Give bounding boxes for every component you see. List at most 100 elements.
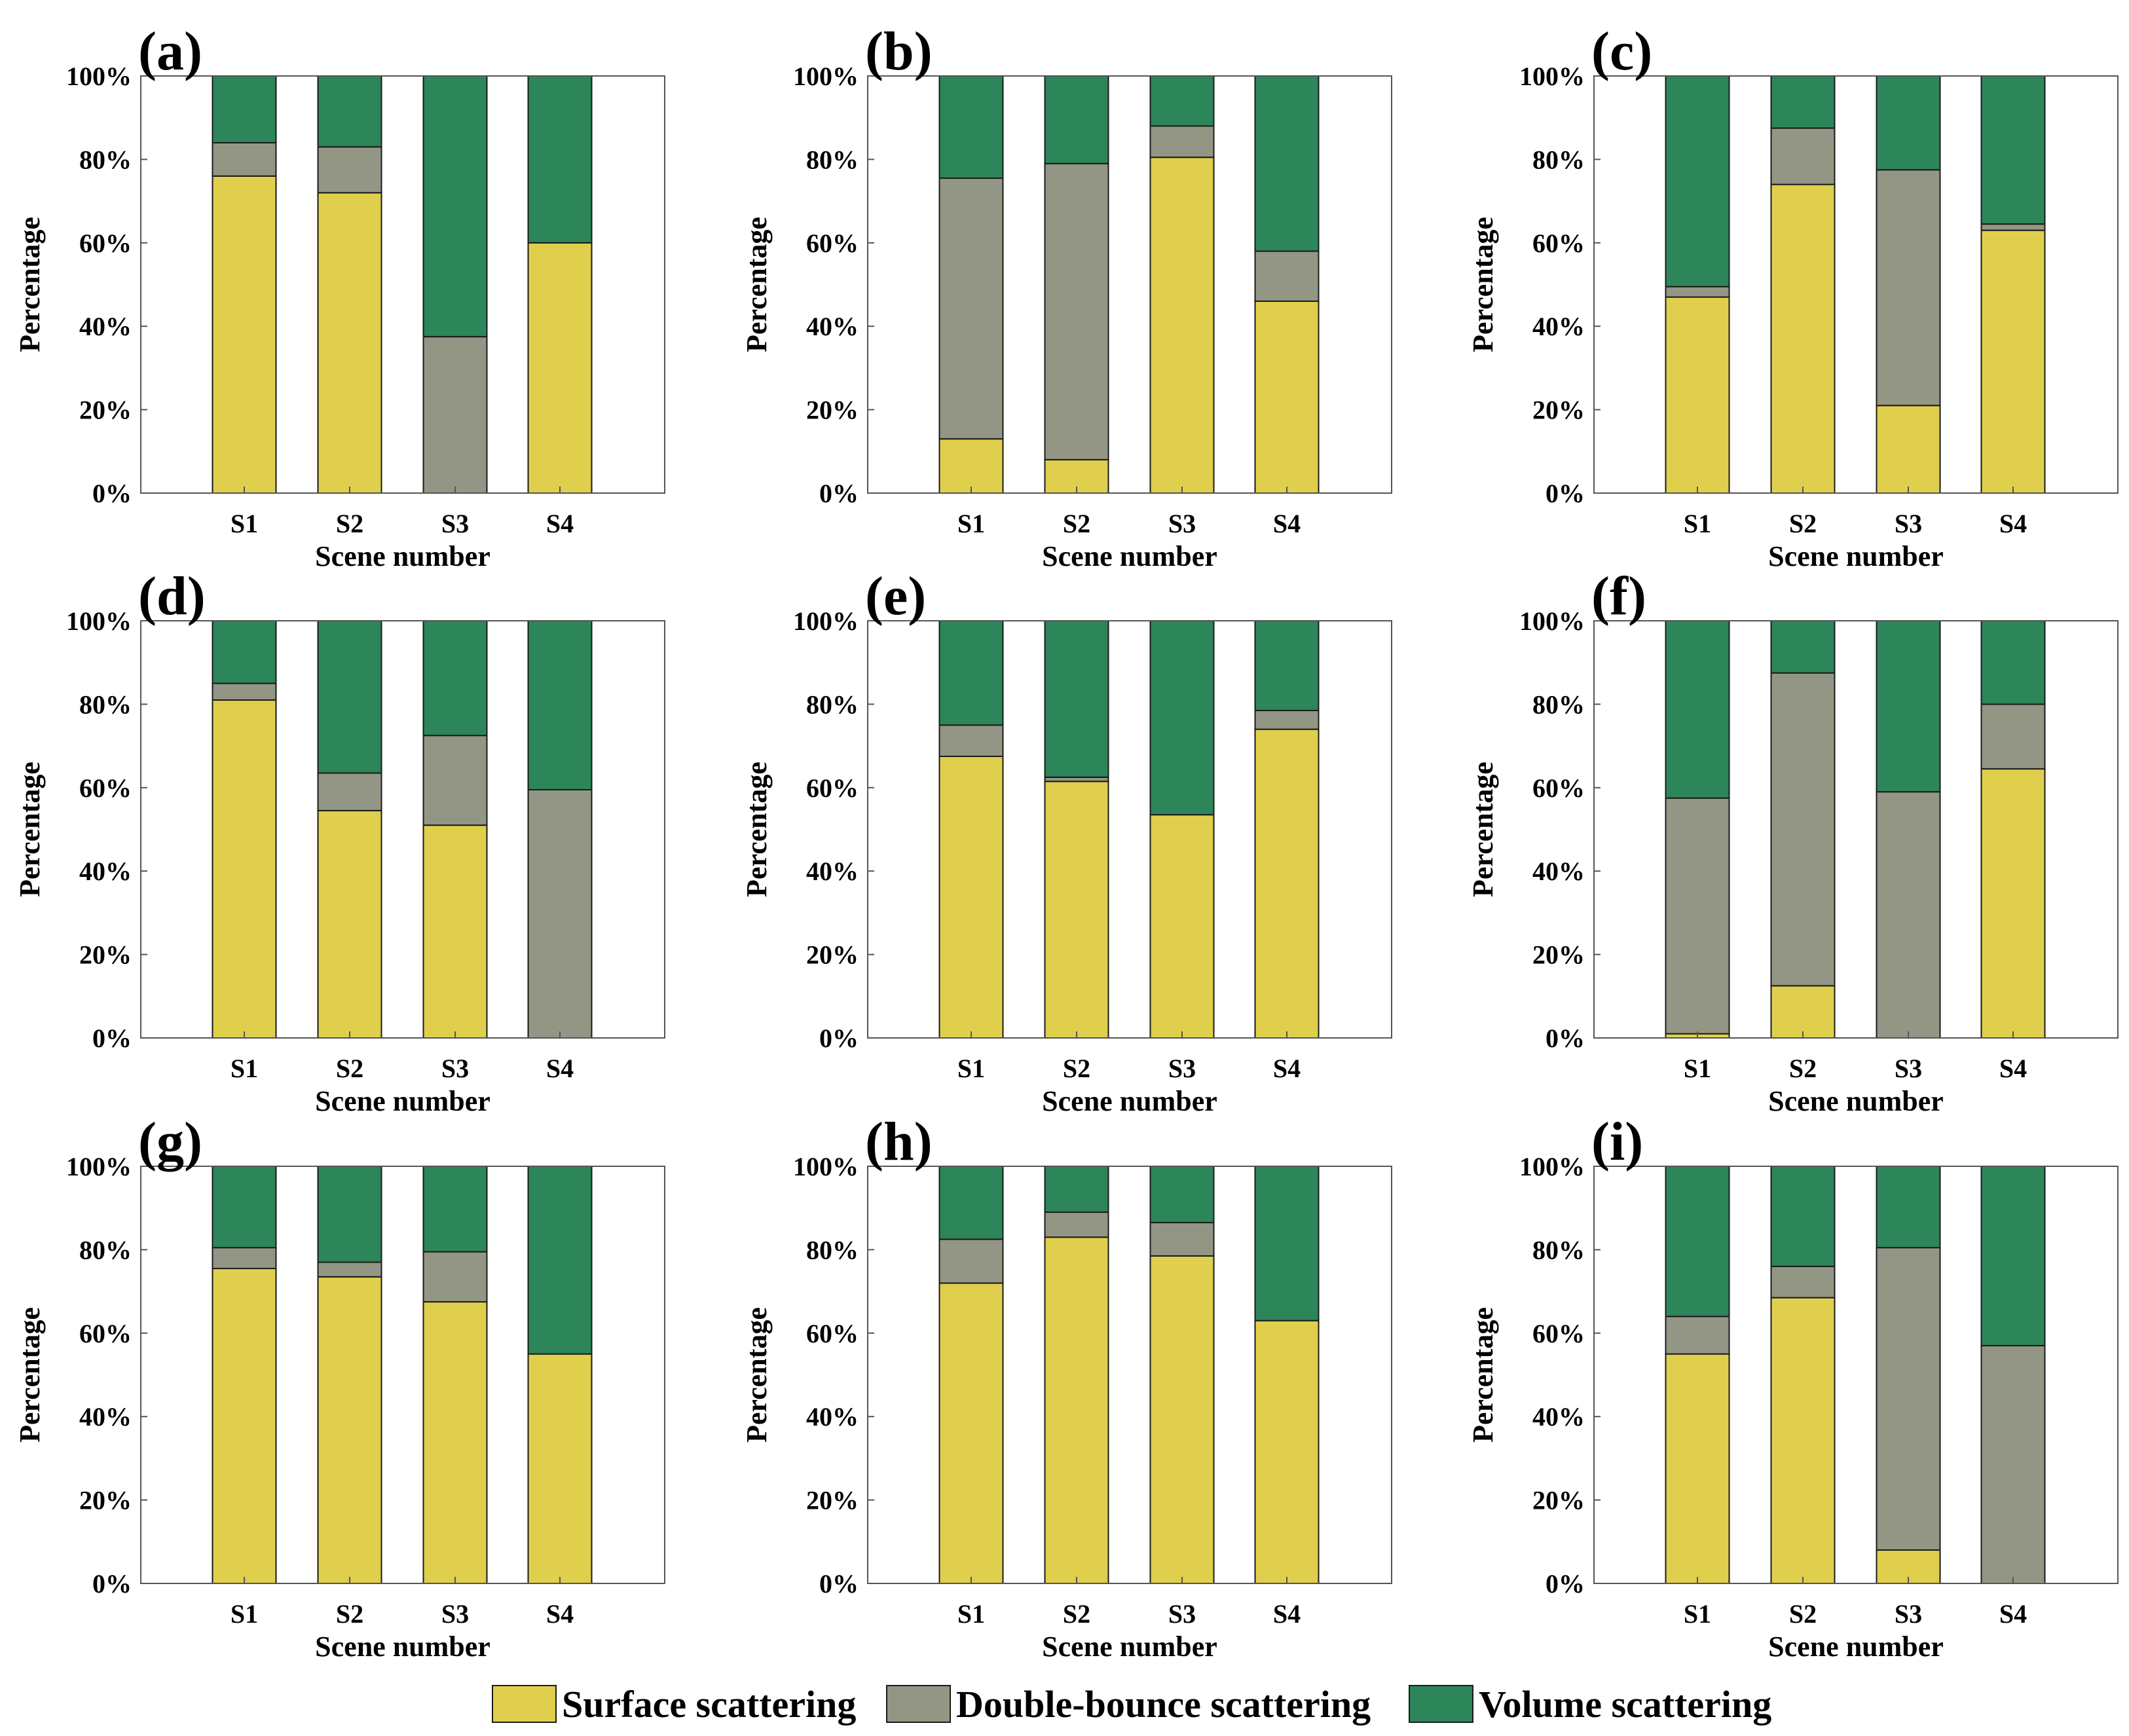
bar-d-s1-surface (212, 699, 277, 1039)
panel-label-b: (b) (865, 21, 933, 82)
panel-i: 0% 20% 40% 60% 80% 100% S1 S2 S3 S4 Scene number Pe… (1467, 1111, 2119, 1663)
x-axis-title-d: Scene number (315, 1085, 491, 1117)
bar-i-s2-surface (1770, 1297, 1836, 1585)
bar-a-s2-volume (317, 75, 382, 148)
bar-h-s1-volume (938, 1166, 1004, 1240)
y-tick-label-f: 20% (1532, 940, 1585, 970)
y-axis-title-b: Percentage (741, 217, 773, 352)
bar-e-s2-surface (1044, 781, 1109, 1039)
x-axis-title-i: Scene number (1768, 1631, 1944, 1663)
y-tick-label-c: 80% (1532, 145, 1585, 174)
x-axis-title-a: Scene number (315, 540, 491, 572)
panel-label-a: (a) (138, 21, 202, 82)
bar-h-s3-double-bounce (1149, 1221, 1215, 1257)
bar-i-s2-volume (1770, 1166, 1836, 1267)
bar-e-s4-volume (1254, 620, 1320, 711)
y-tick-label-e: 80% (806, 690, 859, 719)
bar-h-s2-surface (1044, 1236, 1109, 1585)
bar-i-s4-double-bounce (1980, 1344, 2046, 1584)
x-tick-label-a: S4 (546, 509, 574, 538)
bar-g-s3-surface (422, 1301, 488, 1585)
x-tick-label-d: S2 (336, 1054, 363, 1083)
x-tick-label-g: S1 (231, 1599, 258, 1629)
bar-b-s1-double-bounce (938, 177, 1004, 440)
y-tick-label-g: 0% (92, 1569, 132, 1598)
y-tick-label-d: 20% (79, 940, 132, 970)
bar-d-s2-double-bounce (317, 772, 382, 811)
bar-f-s2-surface (1770, 985, 1836, 1039)
bar-g-s2-volume (317, 1166, 382, 1263)
x-tick-label-c: S1 (1684, 509, 1711, 538)
y-tick-label-f: 60% (1532, 773, 1585, 803)
legend-label-volume: Volume scattering (1479, 1683, 1771, 1726)
bar-c-s2-surface (1770, 183, 1836, 494)
y-tick-label-a: 40% (79, 312, 132, 341)
panel-a: 0% 20% 40% 60% 80% 100% S1 S2 S3 S4 Scene number Pe… (14, 21, 665, 572)
y-tick-label-g: 100% (66, 1152, 132, 1181)
x-tick-label-e: S2 (1063, 1054, 1090, 1083)
y-axis-title-e: Percentage (741, 762, 773, 897)
x-tick-label-f: S1 (1684, 1054, 1711, 1083)
bar-g-s1-surface (212, 1268, 277, 1584)
bar-f-s2-double-bounce (1770, 672, 1836, 987)
bar-a-s1-volume (212, 75, 277, 143)
bar-d-s1-double-bounce (212, 682, 277, 701)
x-tick-label-h: S2 (1063, 1599, 1090, 1629)
y-tick-label-b: 40% (806, 312, 859, 341)
bar-h-s3-surface (1149, 1255, 1215, 1584)
y-axis-title-f: Percentage (1467, 762, 1499, 897)
y-axis-title-c: Percentage (1467, 217, 1499, 352)
x-tick-label-i: S2 (1789, 1599, 1817, 1629)
bar-b-s4-double-bounce (1254, 250, 1320, 302)
bar-b-s3-surface (1149, 157, 1215, 494)
bar-f-s4-double-bounce (1980, 703, 2046, 770)
y-tick-label-h: 100% (793, 1152, 859, 1181)
bar-e-s1-surface (938, 756, 1004, 1039)
bar-d-s4-double-bounce (527, 788, 593, 1039)
bar-g-s4-surface (527, 1353, 593, 1584)
legend-label-double: Double-bounce scattering (956, 1683, 1371, 1726)
x-tick-label-e: S1 (957, 1054, 985, 1083)
bar-a-s2-surface (317, 192, 382, 494)
bar-b-s4-surface (1254, 300, 1320, 494)
bar-b-s4-volume (1254, 75, 1320, 252)
y-tick-label-a: 0% (92, 479, 132, 508)
y-tick-label-c: 20% (1532, 396, 1585, 425)
x-tick-label-a: S1 (231, 509, 258, 538)
bar-h-s2-double-bounce (1044, 1211, 1109, 1238)
y-tick-label-c: 60% (1532, 229, 1585, 258)
bar-c-s1-surface (1665, 296, 1730, 494)
x-tick-label-b: S3 (1168, 509, 1196, 538)
plot-frame-c (1593, 75, 2119, 494)
y-tick-label-i: 100% (1519, 1152, 1585, 1181)
x-tick-label-d: S1 (231, 1054, 258, 1083)
plot-frame-g (140, 1166, 665, 1584)
x-tick-label-a: S2 (336, 509, 363, 538)
x-tick-label-c: S3 (1895, 509, 1922, 538)
bar-d-s1-volume (212, 620, 277, 684)
bar-c-s3-double-bounce (1876, 169, 1941, 407)
bar-c-s3-surface (1876, 405, 1941, 494)
y-tick-label-e: 100% (793, 606, 859, 636)
x-tick-label-h: S4 (1273, 1599, 1301, 1629)
panel-label-i: (i) (1591, 1111, 1643, 1172)
y-tick-label-b: 0% (819, 479, 859, 508)
y-tick-label-d: 100% (66, 606, 132, 636)
y-tick-label-h: 80% (806, 1235, 859, 1265)
y-axis-title-d: Percentage (14, 762, 46, 897)
bar-b-s3-double-bounce (1149, 125, 1215, 158)
panel-label-g: (g) (138, 1111, 202, 1172)
y-tick-label-f: 100% (1519, 606, 1585, 636)
bar-h-s4-volume (1254, 1166, 1320, 1321)
x-axis-title-e: Scene number (1042, 1085, 1217, 1117)
bar-h-s1-surface (938, 1282, 1004, 1584)
bar-a-s4-surface (527, 242, 593, 494)
legend-swatch-double (886, 1685, 951, 1723)
bar-d-s4-volume (527, 620, 593, 790)
x-tick-label-g: S3 (441, 1599, 469, 1629)
x-tick-label-e: S4 (1273, 1054, 1301, 1083)
bar-c-s4-double-bounce (1980, 223, 2046, 231)
y-tick-label-c: 0% (1546, 479, 1585, 508)
bar-c-s4-volume (1980, 75, 2046, 225)
